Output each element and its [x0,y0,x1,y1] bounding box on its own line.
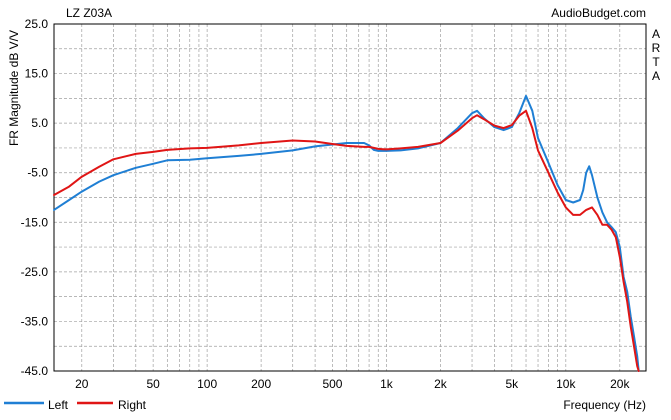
y-tick-label: -5.0 [27,166,48,180]
x-axis-label: Frequency (Hz) [563,398,646,412]
x-tick-label: 1k [380,377,394,391]
y-tick-label: -25.0 [21,265,49,279]
side-label-letter: R [652,41,661,55]
x-tick-label: 10k [556,377,576,391]
y-tick-label: 5.0 [31,116,48,130]
x-tick-label: 2k [434,377,448,391]
side-label-letter: T [652,55,660,69]
y-axis-label: FR Magnitude dB V/V [7,30,21,146]
x-tick-label: 5k [505,377,519,391]
x-tick-label: 20 [75,377,89,391]
x-tick-label: 500 [322,377,342,391]
grid [54,24,646,371]
x-tick-label: 100 [197,377,217,391]
legend-label-right: Right [118,398,147,412]
y-tick-label: 25.0 [25,17,49,31]
x-tick-label: 50 [146,377,160,391]
side-label: A R T A [652,27,661,83]
y-tick-label: -45.0 [21,364,49,378]
side-label-letter: A [652,27,660,41]
plot-area-frame [53,23,647,372]
side-label-letter: A [652,69,660,83]
source-label: AudioBudget.com [551,6,646,20]
legend: Left Right [4,398,147,412]
y-tick-label: -35.0 [21,314,49,328]
x-tick-label: 200 [251,377,271,391]
axis-tick-labels: 25.0 15.0 5.0 -5.0 -15.0 -25.0 -35.0 -45.0 20 50 1… [21,17,631,391]
chart-title: LZ Z03A [66,6,112,20]
x-tick-label: 20k [610,377,630,391]
legend-label-left: Left [48,398,69,412]
series-line-right [53,109,640,372]
series-lines [53,94,640,372]
y-tick-label: -15.0 [21,215,49,229]
y-tick-label: 15.0 [25,67,49,81]
